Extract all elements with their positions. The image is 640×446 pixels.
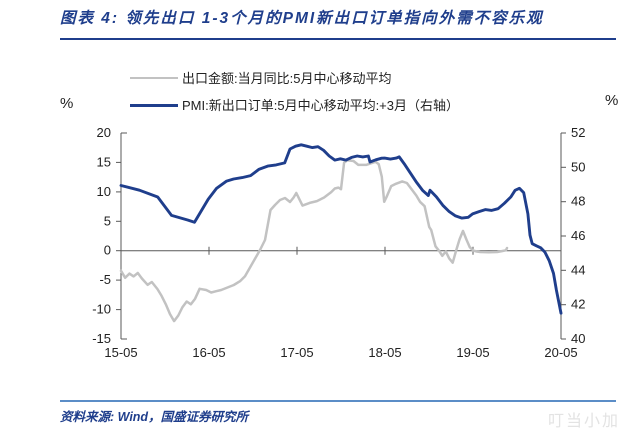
svg-text:15-05: 15-05 (104, 345, 137, 360)
svg-text:5: 5 (104, 213, 111, 228)
svg-text:44: 44 (571, 262, 585, 277)
svg-text:18-05: 18-05 (368, 345, 401, 360)
svg-text:-15: -15 (92, 331, 111, 346)
svg-text:42: 42 (571, 297, 585, 312)
svg-text:17-05: 17-05 (280, 345, 313, 360)
svg-text:20-05: 20-05 (544, 345, 577, 360)
svg-text:48: 48 (571, 194, 585, 209)
svg-text:46: 46 (571, 228, 585, 243)
svg-text:16-05: 16-05 (192, 345, 225, 360)
svg-text:0: 0 (104, 243, 111, 258)
svg-text:20: 20 (97, 125, 111, 140)
svg-text:19-05: 19-05 (456, 345, 489, 360)
svg-text:40: 40 (571, 331, 585, 346)
svg-text:52: 52 (571, 125, 585, 140)
svg-text:15: 15 (97, 154, 111, 169)
svg-text:-10: -10 (92, 302, 111, 317)
svg-text:50: 50 (571, 159, 585, 174)
svg-text:-5: -5 (99, 272, 111, 287)
svg-text:10: 10 (97, 184, 111, 199)
